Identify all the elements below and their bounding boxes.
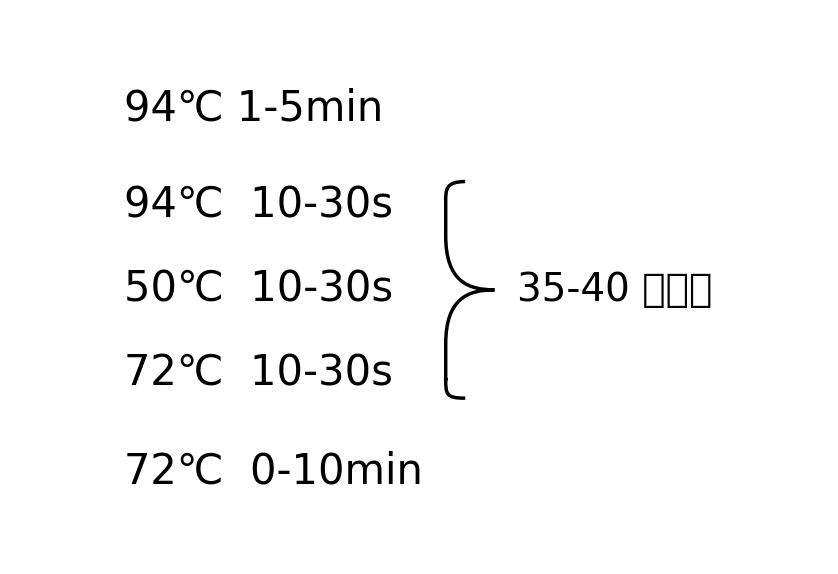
Text: 72℃  0-10min: 72℃ 0-10min [124,450,423,492]
Text: 94℃ 1-5min: 94℃ 1-5min [124,88,384,130]
Text: 35-40 个循环: 35-40 个循环 [517,271,712,309]
Text: 94℃  10-30s: 94℃ 10-30s [124,185,393,227]
Text: 72℃  10-30s: 72℃ 10-30s [124,353,393,395]
Text: 50℃  10-30s: 50℃ 10-30s [124,269,393,311]
